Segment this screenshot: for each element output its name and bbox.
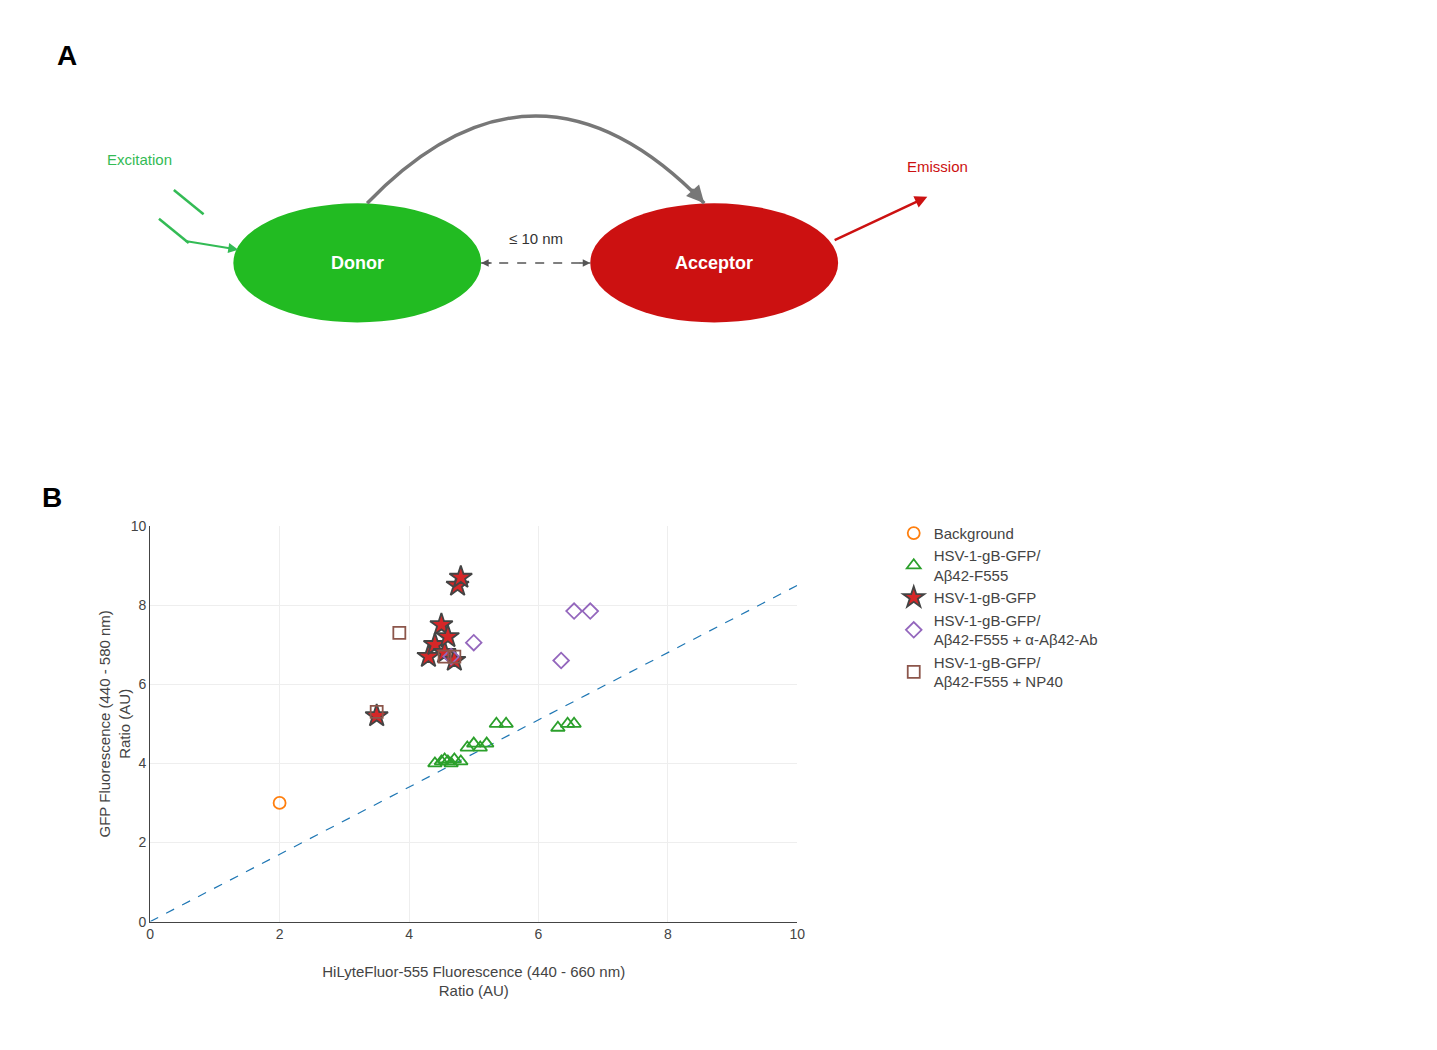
svg-text:10: 10	[131, 518, 147, 534]
svg-text:HSV-1-gB-GFP/Aβ42-F555 + NP40: HSV-1-gB-GFP/Aβ42-F555 + NP40	[934, 654, 1063, 691]
svg-text:4: 4	[139, 755, 147, 771]
svg-text:6: 6	[535, 926, 543, 942]
svg-text:4: 4	[405, 926, 413, 942]
svg-text:Background: Background	[934, 525, 1014, 542]
svg-text:8: 8	[139, 597, 147, 613]
svg-text:2: 2	[276, 926, 284, 942]
svg-text:2: 2	[139, 834, 147, 850]
svg-text:HSV-1-gB-GFP/Aβ42-F555: HSV-1-gB-GFP/Aβ42-F555	[934, 547, 1042, 584]
svg-text:0: 0	[139, 914, 147, 930]
svg-text:HiLyteFluor-555 Fluorescence (: HiLyteFluor-555 Fluorescence (440 - 660 …	[322, 963, 625, 1000]
svg-text:GFP Fluorescence (440 - 580 nm: GFP Fluorescence (440 - 580 nm)Ratio (AU…	[96, 610, 133, 837]
svg-text:Acceptor: Acceptor	[675, 253, 753, 273]
svg-text:A: A	[57, 40, 77, 71]
svg-text:Donor: Donor	[331, 253, 384, 273]
svg-text:10: 10	[790, 926, 806, 942]
svg-text:≤ 10 nm: ≤ 10 nm	[509, 230, 563, 247]
svg-text:HSV-1-gB-GFP: HSV-1-gB-GFP	[934, 589, 1037, 606]
svg-text:B: B	[42, 482, 62, 513]
svg-text:HSV-1-gB-GFP/Aβ42-F555 + α-Aβ4: HSV-1-gB-GFP/Aβ42-F555 + α-Aβ42-Ab	[934, 612, 1098, 649]
svg-text:Excitation: Excitation	[107, 151, 172, 168]
svg-text:8: 8	[664, 926, 672, 942]
svg-text:Emission: Emission	[907, 158, 968, 175]
svg-text:0: 0	[146, 926, 154, 942]
svg-text:6: 6	[139, 676, 147, 692]
